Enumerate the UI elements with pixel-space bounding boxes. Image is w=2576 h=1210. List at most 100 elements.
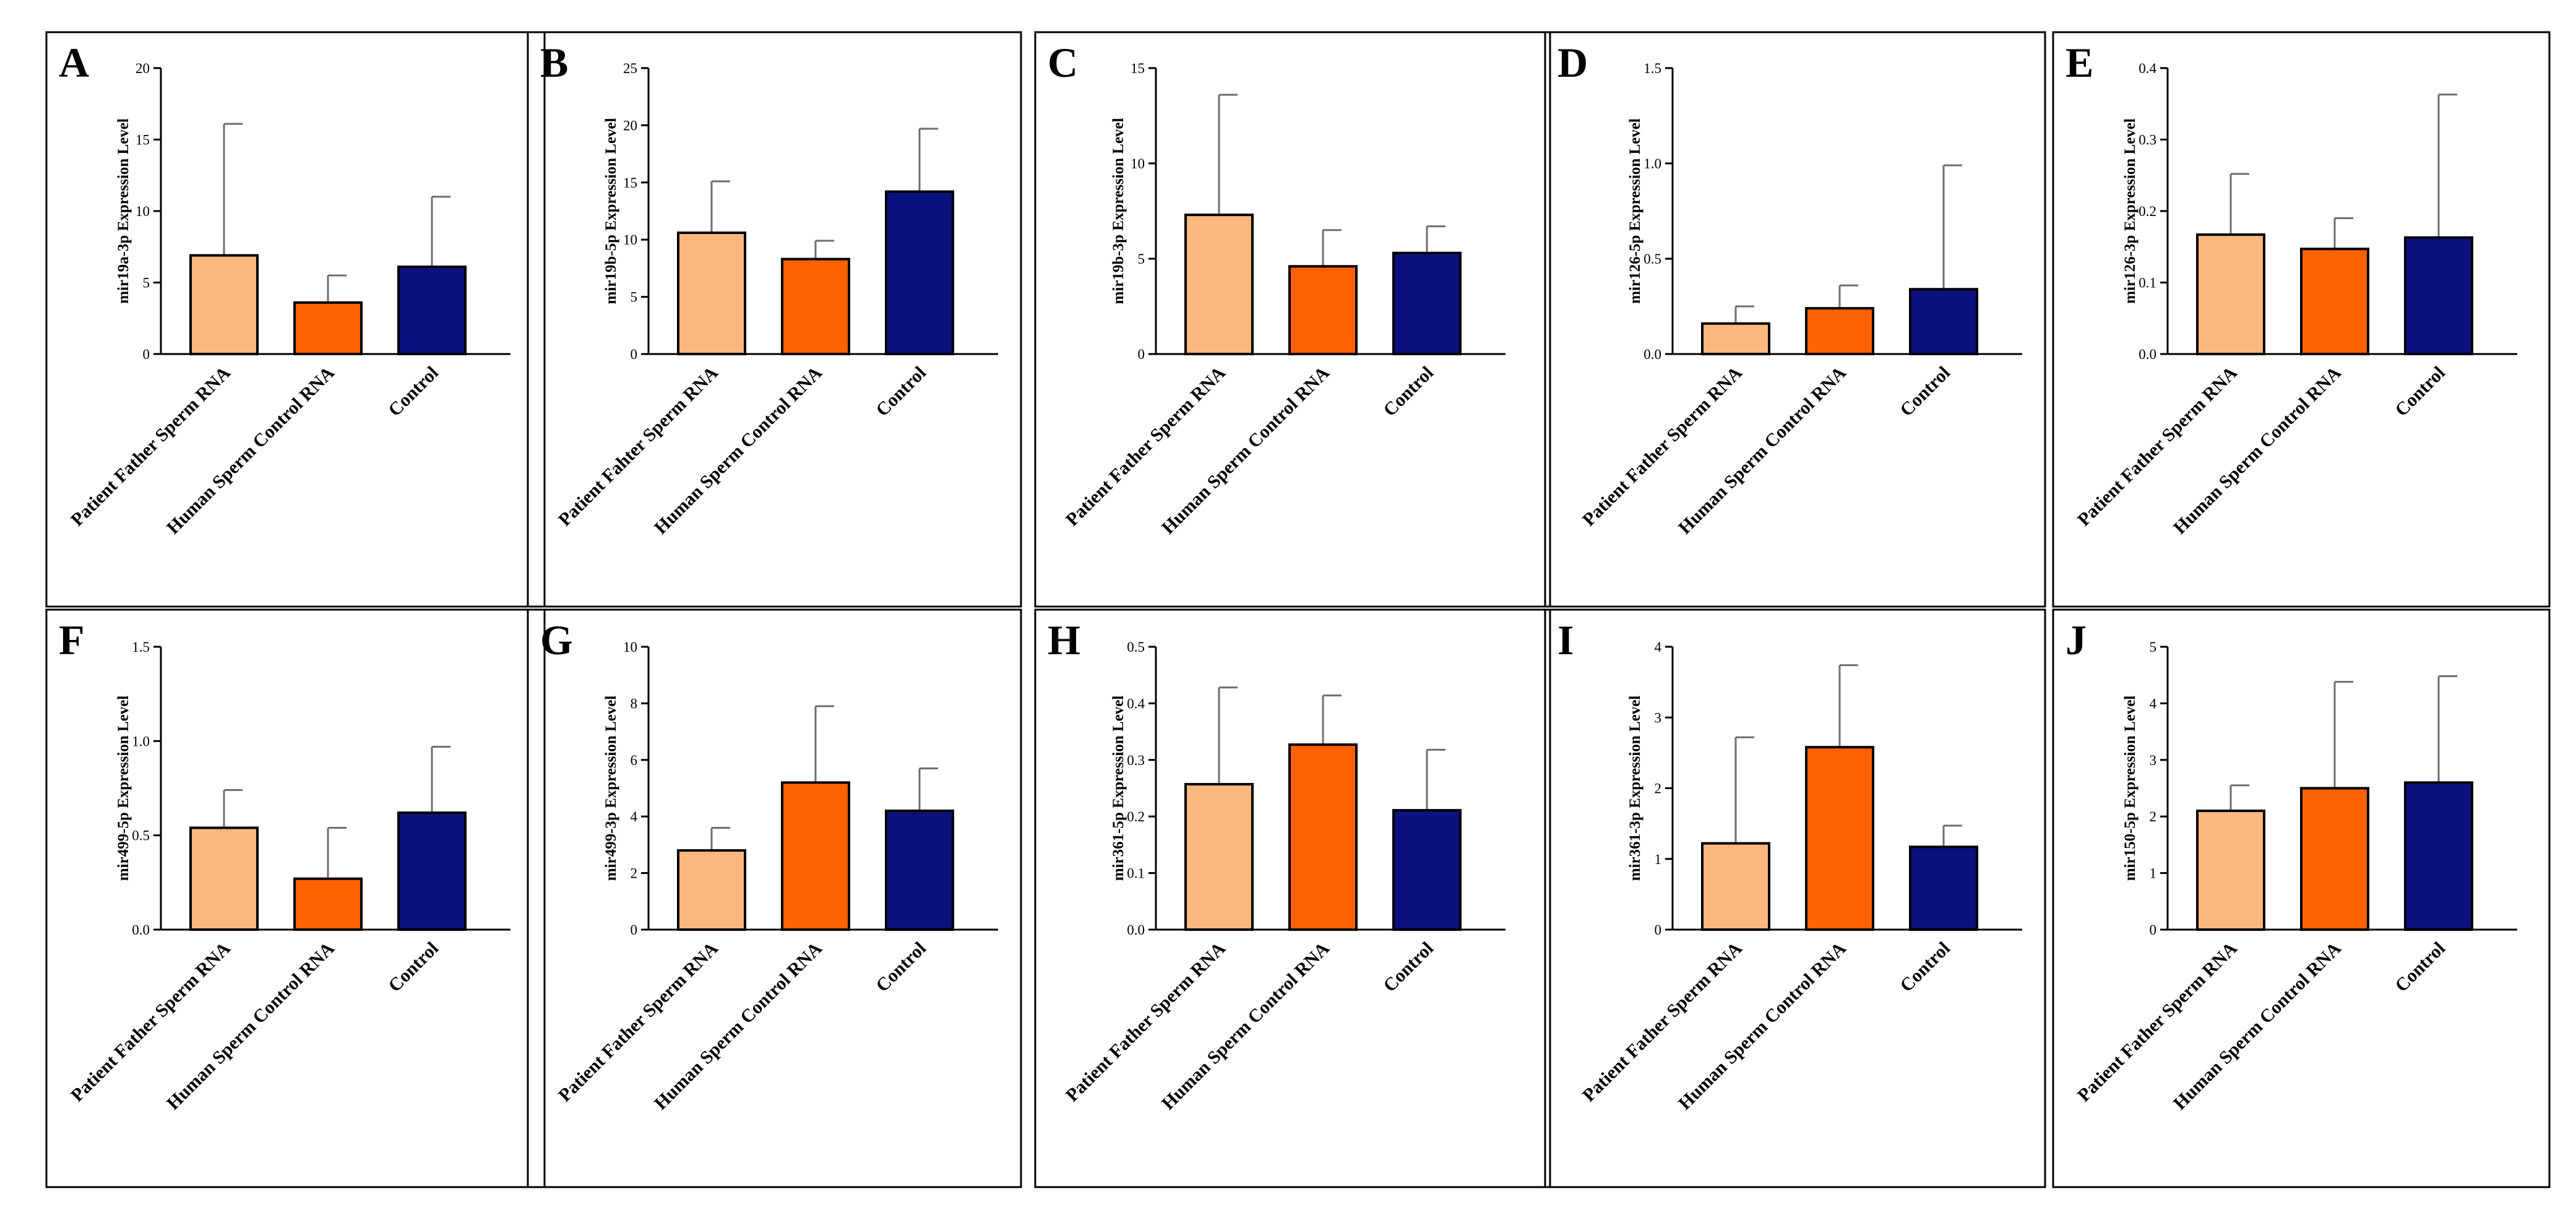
panel-border — [527, 608, 1022, 1188]
panel-letter: E — [2066, 39, 2093, 86]
y-tick-label: 25 — [623, 61, 637, 76]
y-tick-label: 10 — [623, 232, 637, 248]
category-label: Human Sperm Control RNA — [650, 938, 826, 1113]
panel-border — [45, 31, 546, 608]
bar-i-1 — [1701, 842, 1770, 931]
category-label: Human Sperm Control RNA — [1158, 362, 1333, 538]
category-label: Control — [2391, 363, 2449, 421]
bar-f-3 — [397, 811, 467, 931]
panel-border — [1034, 608, 1551, 1188]
category-label: Human Sperm Control RNA — [163, 938, 338, 1113]
y-tick-label: 4 — [1655, 639, 1662, 655]
y-tick-label: 0.4 — [1127, 696, 1145, 711]
y-tick-label: 0.4 — [2139, 61, 2156, 76]
bar-f-2 — [293, 877, 363, 931]
bar-e-3 — [2404, 236, 2473, 355]
bar-e-1 — [2196, 233, 2265, 355]
y-tick-label: 0.5 — [132, 828, 150, 844]
y-tick-label: 2 — [1655, 781, 1662, 797]
y-tick-label: 0 — [631, 922, 638, 938]
y-tick-label: 1.5 — [132, 639, 150, 655]
y-tick-label: 0 — [2150, 922, 2157, 938]
category-label: Human Sperm Control RNA — [163, 362, 338, 538]
y-tick-label: 0.3 — [1127, 753, 1145, 768]
bar-b-2 — [781, 257, 850, 355]
y-tick-label: 0.5 — [1643, 251, 1661, 267]
bar-i-3 — [1909, 845, 1978, 931]
category-label: Human Sperm Control RNA — [1674, 938, 1850, 1113]
y-tick-label: 2 — [2150, 809, 2157, 824]
y-tick-label: 5 — [631, 290, 638, 305]
y-tick-label: 10 — [623, 639, 637, 655]
y-tick-label: 0.3 — [2139, 132, 2156, 148]
category-label: Human Sperm Control RNA — [2169, 362, 2345, 538]
category-label: Control — [1896, 938, 1954, 996]
category-label: Control — [1379, 938, 1437, 996]
panel-letter: I — [1557, 616, 1574, 663]
y-tick-label: 0.2 — [1127, 809, 1145, 824]
bar-f-1 — [189, 826, 259, 931]
y-tick-label: 0 — [143, 347, 150, 362]
y-tick-label: 1.0 — [1643, 156, 1661, 171]
bar-d-3 — [1909, 288, 1978, 355]
y-tick-label: 15 — [136, 132, 150, 148]
y-tick-label: 8 — [631, 696, 638, 711]
y-tick-label: 15 — [623, 175, 637, 191]
category-label: Control — [1896, 363, 1954, 421]
y-tick-label: 0.1 — [1127, 866, 1145, 881]
panel-letter: G — [540, 616, 573, 663]
panel-letter: B — [540, 39, 568, 86]
y-tick-label: 15 — [1131, 61, 1145, 76]
bar-a-2 — [293, 301, 363, 355]
bar-e-2 — [2300, 248, 2369, 355]
category-label: Control — [1379, 363, 1437, 421]
bar-g-2 — [781, 781, 850, 931]
y-axis-label: mir361-3p Expression Level — [1627, 696, 1643, 881]
y-tick-label: 0 — [1655, 922, 1662, 938]
bar-d-1 — [1701, 322, 1770, 355]
y-tick-label: 0.0 — [1643, 347, 1661, 362]
y-tick-label: 1 — [1655, 852, 1662, 867]
y-tick-label: 10 — [1131, 156, 1145, 171]
category-label: Control — [872, 363, 930, 421]
y-tick-label: 20 — [623, 118, 637, 133]
y-tick-label: 0.0 — [2139, 347, 2156, 362]
bar-h-1 — [1184, 783, 1254, 931]
bar-g-1 — [677, 849, 746, 931]
bar-a-3 — [397, 266, 467, 355]
bar-i-2 — [1805, 746, 1874, 931]
panel-border — [1544, 31, 2046, 608]
y-tick-label: 10 — [136, 204, 150, 219]
category-label: Human Sperm Control RNA — [1158, 938, 1333, 1113]
y-tick-label: 6 — [631, 753, 638, 768]
panel-letter: D — [1557, 39, 1588, 86]
bar-h-2 — [1288, 743, 1358, 931]
y-tick-label: 1 — [2150, 866, 2157, 881]
panel-letter: A — [59, 39, 89, 86]
bar-b-1 — [677, 231, 746, 355]
panel-letter: J — [2066, 616, 2087, 663]
category-label: Control — [384, 363, 442, 421]
bar-j-2 — [2300, 787, 2369, 931]
y-tick-label: 1.5 — [1643, 61, 1661, 76]
bar-a-1 — [189, 254, 259, 355]
category-label: Control — [872, 938, 930, 996]
y-axis-label: mir150-5p Expression Level — [2122, 696, 2139, 881]
category-label: Control — [384, 938, 442, 996]
y-axis-label: mir19b-3p Expression Level — [1110, 118, 1127, 304]
y-axis-label: mir361-5p Expression Level — [1110, 696, 1127, 881]
y-axis-label: mir19a-3p Expression Level — [115, 118, 132, 304]
panel-border — [2052, 31, 2551, 608]
panel-letter: C — [1048, 39, 1078, 86]
y-tick-label: 0.5 — [1127, 639, 1145, 655]
category-label: Human Sperm Control RNA — [2169, 938, 2345, 1113]
y-tick-label: 5 — [143, 275, 150, 291]
y-tick-label: 0.1 — [2139, 275, 2156, 291]
